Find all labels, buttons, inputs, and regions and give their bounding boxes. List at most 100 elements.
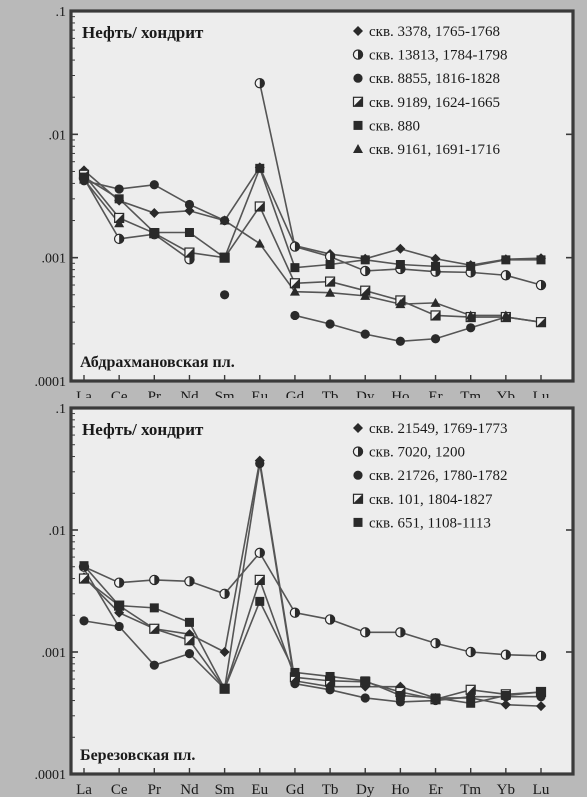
data-point: [500, 310, 511, 320]
y-tick-label: .0001: [35, 375, 67, 390]
data-point: [290, 667, 300, 677]
data-point: [325, 260, 335, 270]
x-tick-label: Sm: [215, 389, 235, 398]
series-line: [83, 174, 542, 323]
x-tick-label: Tb: [322, 389, 339, 398]
data-point: [220, 684, 230, 694]
data-point: [325, 319, 335, 329]
data-point: [535, 279, 547, 291]
series-line: [83, 565, 542, 705]
series-5: [83, 565, 542, 705]
data-point: [255, 459, 265, 469]
x-tick-label: Pr: [148, 389, 161, 398]
series-5: [83, 166, 541, 269]
legend-marker: [353, 423, 363, 433]
series-2: [83, 551, 542, 657]
series-4: [83, 577, 542, 701]
series-line: [83, 177, 190, 260]
data-point: [290, 263, 300, 273]
y-tick-label: .001: [42, 646, 67, 661]
legend: скв. 21549, 1769-1773 скв. 7020, 1200 скв.…: [352, 421, 508, 531]
data-point: [255, 596, 265, 606]
data-point: [465, 684, 476, 695]
series-line: [83, 551, 542, 657]
y-tick-label: .0001: [35, 768, 67, 783]
data-point: [536, 701, 546, 712]
legend-marker: [353, 517, 363, 527]
data-point: [536, 255, 546, 265]
x-tick-label: Er: [428, 389, 442, 398]
series-line: [83, 166, 541, 269]
x-tick-label: Tm: [460, 389, 481, 398]
data-point: [430, 253, 441, 264]
legend-label: скв. 21549, 1769-1773: [369, 421, 508, 437]
x-tick-label: La: [76, 389, 92, 398]
series-line: [83, 179, 120, 224]
legend: скв. 3378, 1765-1768 скв. 13813, 1784-179…: [352, 24, 508, 158]
x-tick-label: Ce: [111, 389, 128, 398]
legend-label: скв. 13813, 1784-1798: [369, 48, 508, 64]
data-point: [360, 290, 371, 300]
series-4: [83, 174, 542, 323]
data-point: [501, 255, 511, 265]
data-point: [114, 601, 124, 611]
legend-label: скв. 651, 1108-1113: [369, 515, 491, 531]
chart-abdrakhmanov: .1 .01 .001 .0001 La Ce Pr Nd Sm Eu Gd Tb Dy Ho Er Tm Yb…: [35, 5, 575, 398]
series-6: [83, 568, 120, 628]
data-point: [501, 690, 511, 700]
legend-label: скв. 880: [369, 118, 420, 134]
data-point: [500, 649, 512, 660]
x-tick-label: La: [76, 782, 92, 797]
x-tick-label: Dy: [356, 389, 375, 398]
data-point: [220, 290, 230, 300]
legend-label: скв. 21726, 1780-1782: [369, 468, 508, 484]
data-point: [360, 255, 370, 265]
data-point: [430, 334, 441, 344]
x-tick-label: Dy: [356, 782, 375, 797]
y-tick-label: .001: [42, 252, 67, 267]
plot-area: [69, 9, 575, 383]
data-point: [535, 650, 547, 662]
chart-title: Нефть/ хондрит: [82, 23, 204, 42]
data-point: [395, 627, 406, 638]
data-point: [254, 574, 265, 585]
plot-area: [69, 406, 575, 776]
legend-label: скв. 101, 1804-1827: [369, 492, 493, 508]
data-point: [395, 336, 405, 346]
area-label: Березовская пл.: [80, 747, 195, 764]
legend-marker: [352, 446, 364, 457]
data-point: [466, 261, 476, 271]
x-tick-label: Lu: [533, 782, 550, 797]
x-tick-label: Nd: [180, 782, 199, 797]
series-line: [83, 165, 542, 266]
x-tick-label: Eu: [251, 389, 268, 398]
data-point: [254, 201, 265, 212]
data-point: [324, 614, 336, 625]
data-point: [289, 286, 300, 296]
legend-label: скв. 8855, 1816-1828: [369, 71, 500, 87]
legend-marker: [353, 470, 363, 480]
legend-label: скв. 3378, 1765-1768: [369, 24, 500, 40]
x-tick-label: Eu: [251, 782, 268, 797]
x-tick-label: Tm: [460, 782, 481, 797]
legend-marker: [353, 120, 363, 130]
data-point: [114, 184, 124, 194]
data-point: [149, 227, 159, 237]
x-tick-label: Pr: [148, 782, 161, 797]
data-point: [289, 278, 301, 289]
data-point: [255, 163, 265, 173]
data-point: [254, 547, 265, 559]
data-point: [324, 276, 336, 287]
data-point: [114, 607, 125, 618]
data-point: [430, 638, 441, 649]
data-point: [184, 227, 194, 237]
y-tick-label: .01: [49, 128, 67, 143]
data-point: [289, 241, 301, 252]
x-tick-label: Yb: [497, 389, 515, 398]
data-point: [149, 574, 160, 586]
data-point: [184, 649, 195, 659]
data-point: [325, 685, 335, 695]
chart-berezovskaya: .1 .01 .001 .0001 La Ce Pr Nd Sm Eu Gd Tb Dy Ho Er Tm Yb…: [35, 402, 575, 797]
legend-marker: [353, 144, 363, 153]
